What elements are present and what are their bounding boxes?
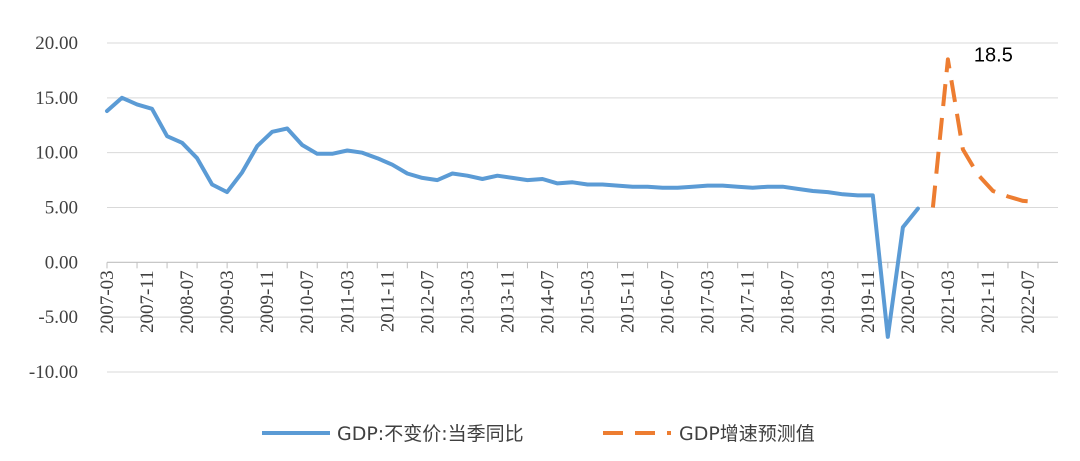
x-tick-label: 2017-03	[698, 270, 719, 333]
y-tick-label: 5.00	[45, 198, 78, 219]
x-tick-label: 2011-11	[377, 270, 398, 332]
x-axis: 2007-03 2007-11 2008-07 2009-03 2009-11 2010-…	[97, 261, 1058, 334]
x-tick-label: 2020-07	[898, 270, 919, 333]
x-tick-label: 2011-03	[337, 270, 358, 333]
y-tick-label: 10.00	[35, 143, 78, 164]
legend: GDP:不变价:当季同比 GDP增速预测值	[262, 423, 815, 445]
y-tick-label: 20.00	[35, 33, 78, 54]
x-tick-label: 2009-03	[217, 270, 238, 333]
x-tick-label: 2015-11	[618, 270, 639, 333]
x-tick-label: 2007-11	[137, 270, 158, 333]
y-tick-label: -10.00	[29, 362, 78, 383]
y-axis: 20.00 15.00 10.00 5.00 0.00 -5.00 -10.00	[29, 33, 78, 383]
y-tick-label: 15.00	[35, 88, 78, 109]
x-tick-label: 2022-07	[1018, 270, 1039, 333]
x-tick-label: 2009-11	[257, 270, 278, 333]
series-group	[105, 57, 1039, 339]
x-tick-label: 2007-03	[97, 270, 118, 333]
x-tick-label: 2017-11	[738, 270, 759, 333]
y-tick-label: -5.00	[38, 307, 78, 328]
x-tick-label: 2013-03	[457, 270, 478, 333]
x-tick-label: 2013-11	[497, 270, 518, 333]
x-tick-label: 2021-03	[938, 270, 959, 333]
y-tick-label: 0.00	[45, 252, 78, 273]
x-tick-label: 2021-11	[978, 270, 999, 333]
x-tick-label: 2014-07	[537, 270, 558, 333]
gridlines	[107, 42, 1058, 373]
series-line-actual	[105, 95, 920, 339]
x-tick-label: 2016-07	[658, 270, 679, 333]
x-tick-label: 2019-11	[858, 270, 879, 333]
x-tick-label: 2018-07	[778, 270, 799, 333]
x-tick-label: 2019-03	[818, 270, 839, 333]
legend-label-actual: GDP:不变价:当季同比	[337, 423, 524, 445]
legend-label-forecast: GDP增速预测值	[679, 423, 815, 445]
series-line-forecast	[930, 57, 1039, 208]
x-tick-label: 2008-07	[177, 270, 198, 333]
data-label-peak: 18.5	[974, 44, 1013, 66]
x-tick-label: 2010-07	[297, 270, 318, 333]
x-tick-label: 2015-03	[578, 270, 599, 333]
x-tick-label: 2012-07	[417, 270, 438, 333]
annotations: 18.5	[974, 44, 1013, 66]
